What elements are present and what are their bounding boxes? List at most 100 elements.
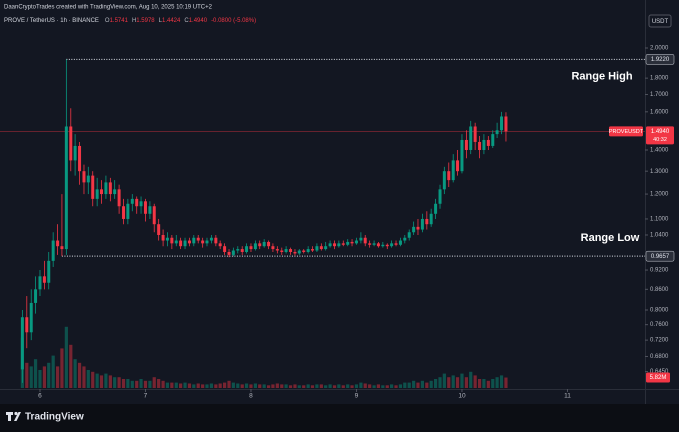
volume-bar <box>143 380 148 388</box>
annotation: Range High <box>571 70 632 82</box>
candle-body <box>460 139 464 172</box>
candle-body <box>416 226 420 230</box>
volume-bar <box>354 384 359 388</box>
candle-body <box>117 189 121 207</box>
volume-bar <box>306 384 310 388</box>
volume-bar <box>95 373 99 388</box>
candle-body <box>447 171 451 181</box>
volume-bar <box>389 384 394 388</box>
candle-body <box>425 218 429 225</box>
candle-body <box>20 317 24 370</box>
candle-body <box>486 139 490 146</box>
candle-body <box>165 237 169 241</box>
volume-bar <box>218 383 222 388</box>
volume-bar <box>407 382 411 388</box>
volume-bar <box>394 385 398 388</box>
volume-bar <box>319 384 323 388</box>
volume-bar <box>372 385 376 388</box>
volume-bar <box>56 366 60 388</box>
candle-body <box>267 241 271 247</box>
brand: TradingView <box>25 412 84 423</box>
volume-bar <box>236 383 240 388</box>
y-tick-label: 1.6000 <box>650 109 669 115</box>
volume-bar <box>51 355 55 388</box>
y-tick-label: 0.7600 <box>650 322 669 328</box>
candle-body <box>69 126 73 161</box>
volume-bar <box>99 375 104 388</box>
candle-body <box>284 249 288 252</box>
volume-bar <box>126 379 130 388</box>
candle-body <box>359 237 363 241</box>
candle-body <box>315 246 319 251</box>
candle-body <box>271 246 275 250</box>
candle-body <box>328 243 332 247</box>
volume-bar <box>385 385 389 388</box>
level-label-box <box>645 54 675 65</box>
candle-body <box>113 189 117 195</box>
candle-body <box>240 249 244 252</box>
volume-bar <box>341 385 345 388</box>
candle-body <box>56 240 60 247</box>
candle-body <box>500 116 504 131</box>
legend-value: 1.5741 <box>110 18 129 24</box>
candle-body <box>482 139 486 150</box>
volume-bar <box>196 383 200 388</box>
candle-body <box>363 237 367 244</box>
currency[interactable]: USDT <box>652 19 669 25</box>
volume-bar <box>412 380 416 388</box>
volume-bar <box>429 380 433 388</box>
volume-bar <box>346 384 350 388</box>
y-tick-label: 1.3000 <box>650 169 669 175</box>
volume-bar <box>328 384 332 388</box>
currency-button[interactable] <box>648 14 672 28</box>
volume-bar <box>499 375 504 388</box>
volume-bar <box>297 385 301 388</box>
volume-bar <box>262 384 266 388</box>
candle-body <box>289 249 293 252</box>
candle-body <box>403 237 407 241</box>
volume-bar <box>209 383 214 388</box>
candle-body <box>456 160 460 172</box>
volume-bar <box>73 359 77 388</box>
candle-body <box>469 126 473 150</box>
volume-bar <box>77 362 82 388</box>
candle-body <box>157 224 161 235</box>
candle-body <box>179 240 183 247</box>
x-tick-label: 7 <box>144 393 148 400</box>
volume-bar <box>64 326 68 388</box>
volume-label-box <box>646 372 670 383</box>
legend-value: 1.4940 <box>189 18 208 24</box>
candle-body <box>196 237 200 241</box>
candle-body <box>302 250 306 252</box>
volume-bar <box>170 382 174 388</box>
legend-key: L <box>159 18 163 24</box>
symbol-tag: PROVEUSDT <box>609 129 644 135</box>
brand-logo <box>6 411 21 421</box>
candle-body <box>341 243 345 245</box>
candle-body <box>95 189 99 199</box>
y-tick-label: 1.7000 <box>650 92 669 98</box>
candle-body <box>64 126 68 250</box>
volume-bar <box>192 384 196 388</box>
volume-bar <box>337 384 341 388</box>
volume-bar <box>253 383 258 388</box>
y-tick-label: 0.8000 <box>650 308 669 314</box>
candle-body <box>130 198 134 204</box>
volume-bar <box>130 380 134 388</box>
candle-body <box>333 243 337 247</box>
candle-body <box>231 250 235 255</box>
volume-bar <box>244 383 249 388</box>
logo-part <box>14 412 21 421</box>
volume-bar <box>249 384 253 388</box>
volume-bar <box>288 385 293 388</box>
volume-bar <box>113 377 117 388</box>
candle-body <box>187 240 191 244</box>
volume-bar <box>86 370 90 388</box>
candle-body <box>350 241 354 244</box>
volume-bar <box>201 384 205 388</box>
volume-bar <box>152 377 156 388</box>
candle-body <box>473 126 477 142</box>
candle-body <box>337 243 341 247</box>
